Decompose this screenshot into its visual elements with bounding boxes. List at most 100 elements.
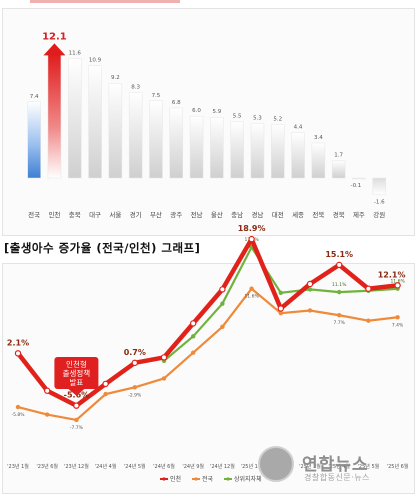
- series-point-인천: [336, 261, 343, 269]
- data-label-전국: 11.6%: [244, 294, 259, 300]
- series-point-상위지자체: [220, 301, 225, 306]
- bar-부산: [149, 100, 163, 179]
- bar-충북: [68, 58, 82, 179]
- bar-value-label-전남: 6.0: [192, 108, 201, 114]
- bar-category-label-전남: 전남: [191, 210, 203, 219]
- x-tick-label: '25년 5월: [358, 463, 380, 470]
- data-label-전국: -5.8%: [11, 412, 25, 418]
- bar-category-label-부산: 부산: [150, 210, 162, 219]
- legend-marker-인천: [162, 477, 166, 481]
- series-line-인천: [15, 236, 400, 408]
- watermark-name: 연합뉴스: [302, 455, 369, 475]
- x-tick-label: '25년 1월: [241, 463, 263, 470]
- data-label-전국: 7.4%: [392, 322, 404, 328]
- series-point-인천: [189, 320, 197, 327]
- watermark: 연합뉴스 경찰합동신문·뉴스: [258, 444, 408, 490]
- series-point-인천: [131, 359, 138, 367]
- annotation-callout-box: [54, 357, 99, 389]
- bar-value-label-인천: 12.1: [42, 31, 67, 42]
- x-tick-label: '24년 9월: [182, 463, 204, 470]
- series-point-인천: [44, 387, 51, 394]
- series-point-상위지자체: [307, 287, 313, 292]
- series-point-전국: [395, 315, 400, 320]
- annotation-text-line: 출생정책: [63, 368, 91, 378]
- series-point-전국: [337, 313, 342, 318]
- bar-서울: [108, 82, 123, 179]
- bar-value-label-서울: 9.2: [111, 75, 120, 81]
- series-point-전국: [74, 417, 79, 423]
- line-chart-title: [출생아수 증가율 (전국/인천) 그래프]: [4, 241, 201, 255]
- series-point-인천: [73, 402, 80, 409]
- bar-value-label-전국: 7.4: [30, 94, 39, 100]
- series-point-인천: [14, 350, 22, 357]
- series-point-전국: [249, 286, 254, 291]
- bar-경북: [331, 160, 346, 179]
- series-point-인천: [394, 282, 401, 289]
- bar-category-label-광주: 광주: [170, 211, 182, 219]
- top-strip-marks: [30, 0, 180, 3]
- bar-value-label-강원: -1.6: [374, 199, 385, 205]
- series-point-전국: [45, 412, 50, 417]
- x-tick-label: '25년 4월: [328, 463, 350, 470]
- bar-충남: [230, 121, 244, 179]
- series-point-전국: [278, 311, 283, 316]
- bar-value-label-충북: 11.6: [69, 51, 82, 57]
- bar-category-label-인천: 인천: [48, 210, 60, 219]
- series-point-인천: [160, 354, 168, 361]
- series-point-인천: [102, 380, 109, 388]
- series-point-전국: [366, 318, 371, 323]
- bar-value-label-전북: 3.4: [314, 135, 323, 141]
- annotation-text-line: 발표: [69, 378, 83, 387]
- bar-울산: [210, 116, 224, 179]
- series-point-인천: [365, 285, 372, 292]
- x-tick-label: '24년 4월: [95, 463, 117, 470]
- series-point-전국: [307, 308, 313, 313]
- bar-category-label-충북: 충북: [69, 210, 81, 219]
- bar-value-label-경북: 1.7: [334, 152, 343, 158]
- bar-전남: [189, 115, 204, 179]
- bar-value-label-대구: 10.9: [89, 58, 102, 64]
- series-point-인천: [248, 235, 255, 243]
- x-tick-label: '24년 12월: [210, 463, 235, 470]
- bar-category-label-서울: 서울: [109, 210, 121, 219]
- bar-category-label-전북: 전북: [312, 210, 324, 219]
- data-label-상위지자체: 11.6%: [390, 279, 405, 285]
- data-label-전국: -7.7%: [70, 425, 84, 431]
- x-tick-label: '23년 1월: [7, 463, 29, 470]
- bar-value-label-제주: -0.1: [351, 183, 362, 189]
- watermark-seal-icon: [258, 446, 294, 482]
- bar-강원: [372, 177, 386, 195]
- bar-value-label-경기: 8.3: [131, 85, 140, 91]
- data-label-인천: 15.1%: [325, 250, 353, 259]
- bar-category-label-경남: 경남: [251, 210, 263, 219]
- bar-value-label-세종: 4.4: [294, 125, 303, 131]
- series-point-상위지자체: [278, 290, 283, 295]
- bar-대전: [271, 124, 285, 179]
- bar-경남: [250, 123, 265, 179]
- bar-value-label-울산: 5.9: [212, 109, 221, 115]
- annotation-text-line: 인천형: [66, 359, 87, 369]
- bar-category-label-경기: 경기: [130, 210, 142, 219]
- series-point-전국: [103, 391, 108, 397]
- series-point-전국: [132, 385, 137, 390]
- bar-value-label-부산: 7.5: [152, 93, 161, 99]
- data-label-전국: -2.9%: [128, 392, 142, 398]
- legend-marker-전국: [194, 477, 198, 481]
- x-tick-label: '24년 6월: [153, 463, 175, 470]
- series-point-인천: [219, 286, 226, 293]
- bar-category-label-대구: 대구: [89, 211, 101, 219]
- bar-전북: [311, 142, 326, 179]
- annotation-pointer: [68, 389, 85, 396]
- bar-value-label-경남: 5.3: [253, 115, 262, 121]
- data-label-전국: 7.7%: [333, 320, 345, 326]
- cropped-title-fragment: [30, 0, 180, 3]
- watermark-subtitle: 경찰합동신문·뉴스: [304, 473, 370, 482]
- bar-category-label-울산: 울산: [211, 210, 223, 219]
- legend-marker-상위지자체: [226, 477, 230, 481]
- bar-경기: [128, 92, 143, 179]
- series-point-전국: [15, 404, 21, 410]
- bar-제주: [352, 177, 366, 180]
- bar-category-label-강원: 강원: [373, 210, 385, 219]
- bar-value-label-대전: 5.2: [273, 116, 282, 122]
